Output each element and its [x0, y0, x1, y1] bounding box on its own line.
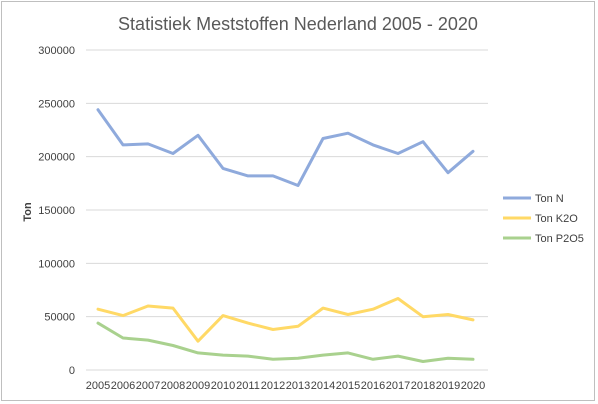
- y-tick-label: 200000: [38, 152, 75, 164]
- y-tick-label: 250000: [38, 98, 75, 110]
- gridlines: [86, 49, 488, 371]
- x-axis-ticks: 2005 2006 2007 2008 2009 2010 2011 2012 2013 2014…: [86, 380, 485, 392]
- x-tick-label: 2017: [386, 380, 410, 392]
- x-tick-label: 2011: [236, 380, 260, 392]
- y-tick-label: 300000: [38, 45, 75, 57]
- y-tick-label: 50000: [44, 312, 75, 324]
- x-tick-label: 2013: [286, 380, 310, 392]
- y-tick-label: 0: [69, 365, 75, 377]
- legend-label: Ton N: [535, 193, 564, 205]
- x-tick-label: 2010: [211, 380, 235, 392]
- legend: Ton N Ton K2O Ton P2O5: [503, 193, 584, 245]
- x-tick-label: 2016: [361, 380, 385, 392]
- x-tick-label: 2020: [461, 380, 485, 392]
- legend-label: Ton K2O: [535, 213, 578, 225]
- y-tick-label: 150000: [38, 205, 75, 217]
- x-tick-label: 2014: [311, 380, 335, 392]
- series-line-0: [96, 108, 475, 187]
- chart-title: Statistiek Meststoffen Nederland 2005 - …: [118, 14, 478, 34]
- y-axis-label: Ton: [22, 202, 34, 222]
- y-tick-label: 100000: [38, 258, 75, 270]
- y-axis-ticks: 0 50000 100000 150000 200000 250000 300000: [38, 45, 75, 377]
- series-line-1: [96, 297, 475, 343]
- x-tick-label: 2006: [111, 380, 135, 392]
- series-line-2: [96, 321, 475, 363]
- x-tick-label: 2015: [336, 380, 360, 392]
- x-tick-label: 2005: [86, 380, 110, 392]
- x-tick-label: 2007: [136, 380, 160, 392]
- series-lines: [96, 108, 475, 363]
- legend-label: Ton P2O5: [535, 233, 584, 245]
- x-tick-label: 2009: [186, 380, 210, 392]
- x-tick-label: 2008: [161, 380, 185, 392]
- x-tick-label: 2018: [411, 380, 435, 392]
- x-tick-label: 2012: [261, 380, 285, 392]
- x-tick-label: 2019: [436, 380, 460, 392]
